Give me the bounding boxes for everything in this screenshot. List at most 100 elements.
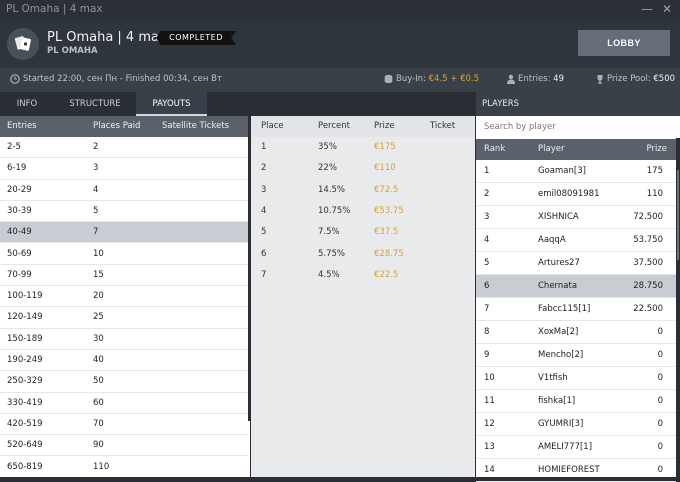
- player-name-cell: Chernata: [538, 281, 578, 291]
- player-prize-cell: 37.500: [633, 258, 663, 268]
- entries-cell: 420-519: [7, 418, 43, 429]
- prize-row: 4 10.75% €53.75: [251, 201, 475, 222]
- tournament-header: PL Omaha | 4 max PL OMAHA COMPLETED LOBB…: [0, 19, 680, 68]
- status-badge: COMPLETED: [156, 31, 236, 45]
- players-scrollbar[interactable]: [676, 138, 680, 477]
- places-paid-cell: 7: [93, 227, 99, 238]
- table-row[interactable]: 120-149 25: [0, 307, 248, 329]
- table-row[interactable]: 330-419 60: [0, 393, 248, 414]
- place-cell: 6: [261, 248, 267, 259]
- lobby-button[interactable]: LOBBY: [578, 30, 670, 56]
- tab-bar: INFO STRUCTURE PAYOUTS: [0, 92, 475, 116]
- player-row[interactable]: 12 GYUMRI[3] 0: [476, 413, 676, 436]
- entries-cell: 120-149: [7, 312, 43, 323]
- tab-structure[interactable]: STRUCTURE: [69, 99, 121, 109]
- column-rank: Rank: [484, 144, 506, 154]
- player-name-cell: emil08091981: [538, 189, 600, 199]
- places-paid-cell: 90: [93, 440, 104, 451]
- players-title: PLAYERS: [476, 92, 680, 116]
- buyin-label: Buy-In:: [396, 74, 426, 84]
- player-row[interactable]: 9 Mencho[2] 0: [476, 344, 676, 367]
- column-entries: Entries: [7, 121, 37, 131]
- table-row[interactable]: 520-649 90: [0, 435, 248, 457]
- prize-pool: Prize Pool: €500: [607, 74, 675, 84]
- column-player-prize: Prize: [646, 144, 667, 154]
- prize-pool-label: Prize Pool:: [607, 74, 651, 84]
- prize-cell: €110: [374, 163, 396, 174]
- player-name-cell: fishka[1]: [538, 396, 576, 406]
- place-cell: 3: [261, 184, 267, 195]
- place-cell: 4: [261, 205, 267, 216]
- users-icon: [506, 74, 516, 86]
- table-row[interactable]: 2-5 2: [0, 137, 248, 159]
- table-row[interactable]: 50-69 10: [0, 244, 248, 265]
- column-satellite-tickets: Satellite Tickets: [162, 121, 230, 131]
- players-scrollbar-thumb[interactable]: [677, 170, 679, 260]
- table-row[interactable]: 150-189 30: [0, 329, 248, 350]
- entries-cell: 190-249: [7, 355, 43, 365]
- player-row[interactable]: 10 V1tfish 0: [476, 367, 676, 390]
- table-row[interactable]: 40-49 7: [0, 222, 248, 244]
- rank-cell: 8: [484, 327, 490, 337]
- player-prize-cell: 110: [646, 189, 663, 199]
- entries-cell: 2-5: [7, 142, 21, 152]
- close-icon[interactable]: ✕: [662, 2, 673, 16]
- player-prize-cell: 53.750: [633, 235, 663, 245]
- table-row[interactable]: 650-819 110: [0, 457, 248, 477]
- table-row[interactable]: 420-519 70: [0, 414, 248, 436]
- places-paid-cell: 20: [93, 291, 104, 302]
- player-name-cell: AaqqA: [538, 235, 566, 245]
- player-row[interactable]: 5 Artures27 37.500: [476, 252, 676, 275]
- payout-structure-table: Entries Places Paid Satellite Tickets 2-…: [0, 116, 250, 477]
- trophy-icon: [595, 74, 605, 86]
- entries-cell: 150-189: [7, 333, 43, 344]
- player-row[interactable]: 3 XISHNICA 72.500: [476, 206, 676, 229]
- table-row[interactable]: 250-329 50: [0, 371, 248, 393]
- rank-cell: 13: [484, 442, 495, 452]
- prize-cell: €72.5: [374, 184, 399, 195]
- player-row[interactable]: 13 AMELI777[1] 0: [476, 436, 676, 459]
- player-row[interactable]: 1 Goaman[3] 175: [476, 160, 676, 183]
- prize-cell: €22.5: [374, 269, 399, 280]
- player-row[interactable]: 8 XoxMa[2] 0: [476, 321, 676, 344]
- prize-cell: €37.5: [374, 227, 399, 238]
- player-row[interactable]: 14 HOMIEFOREST 0: [476, 459, 676, 482]
- prize-cell: €28.75: [374, 248, 404, 259]
- prize-table: Place Percent Prize Ticket 1 35% €175 2 22% €…: [251, 116, 475, 477]
- places-paid-cell: 4: [93, 184, 99, 195]
- tab-payouts[interactable]: PAYOUTS: [136, 92, 207, 116]
- places-paid-cell: 110: [93, 461, 110, 472]
- percent-cell: 22%: [318, 163, 337, 174]
- table-row[interactable]: 70-99 15: [0, 265, 248, 287]
- column-places-paid: Places Paid: [93, 121, 141, 131]
- player-row[interactable]: 11 fishka[1] 0: [476, 390, 676, 413]
- payout-scrollbar[interactable]: [248, 116, 251, 421]
- table-row[interactable]: 100-119 20: [0, 286, 248, 308]
- player-prize-cell: 28.750: [633, 281, 663, 291]
- entries-cell: 70-99: [7, 269, 32, 280]
- table-row[interactable]: 190-249 40: [0, 350, 248, 372]
- rank-cell: 7: [484, 304, 490, 314]
- tournament-info-bar: Started 22:00, сен Пн - Finished 00:34, …: [0, 68, 680, 92]
- player-row[interactable]: 7 Fabcc115[1] 22.500: [476, 298, 676, 321]
- entries-cell: 100-119: [7, 291, 43, 302]
- cards-icon: [7, 28, 39, 60]
- player-row[interactable]: 4 AaqqA 53.750: [476, 229, 676, 252]
- minimize-icon[interactable]: —: [641, 2, 653, 16]
- rank-cell: 10: [484, 373, 495, 383]
- entries-cell: 6-19: [7, 163, 27, 174]
- player-row[interactable]: 6 Chernata 28.750: [476, 275, 676, 298]
- player-search-input[interactable]: [476, 116, 676, 138]
- entries-cell: 40-49: [7, 227, 32, 238]
- player-prize-cell: 0: [657, 350, 663, 360]
- table-row[interactable]: 20-29 4: [0, 180, 248, 201]
- players-panel: PLAYERS Rank Player Prize 1 Goaman[3] 175 2…: [476, 92, 680, 482]
- player-name-cell: XISHNICA: [538, 212, 579, 222]
- player-prize-cell: 175: [646, 166, 663, 176]
- places-paid-cell: 60: [93, 397, 104, 408]
- table-row[interactable]: 6-19 3: [0, 158, 248, 180]
- player-name-cell: Artures27: [538, 258, 580, 268]
- player-row[interactable]: 2 emil08091981 110: [476, 183, 676, 206]
- tab-info[interactable]: INFO: [16, 99, 38, 109]
- table-row[interactable]: 30-39 5: [0, 201, 248, 223]
